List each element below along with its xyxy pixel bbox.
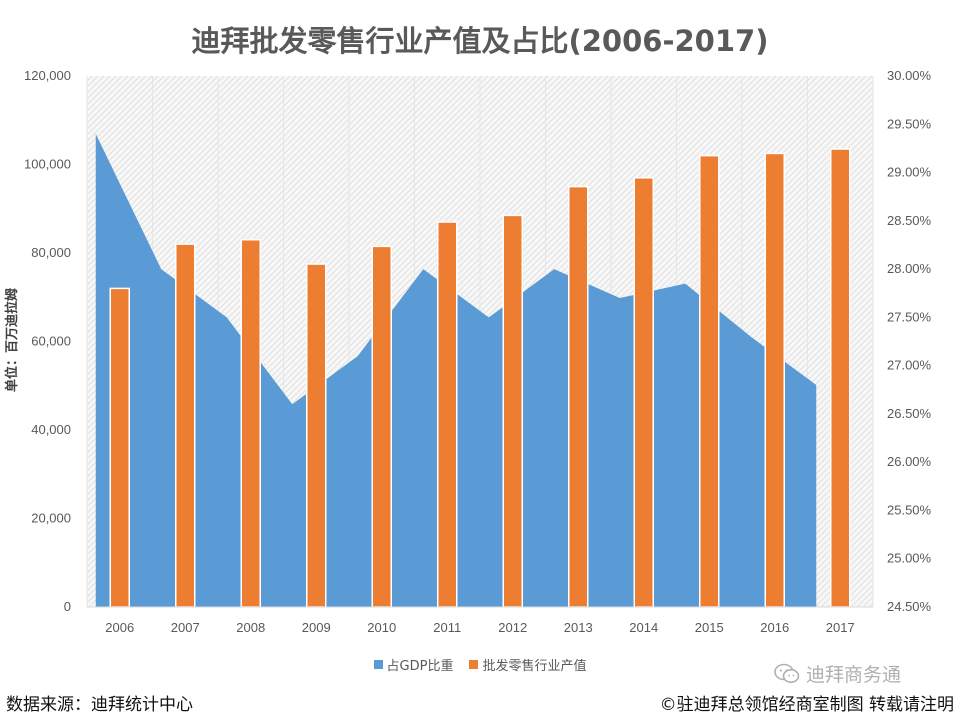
right-tick-label: 25.00% bbox=[887, 551, 932, 566]
chart-title: 迪拜批发零售行业产值及占比(2006-2017) bbox=[191, 24, 769, 58]
x-tick-label: 2012 bbox=[498, 620, 527, 635]
x-tick-label: 2014 bbox=[629, 620, 658, 635]
legend-swatch-gdp-share bbox=[373, 660, 383, 669]
bar-2016 bbox=[764, 152, 785, 608]
watermark: 迪拜商务通 bbox=[774, 660, 901, 687]
left-tick-label: 100,000 bbox=[24, 157, 71, 172]
x-tick-label: 2017 bbox=[826, 620, 855, 635]
right-tick-label: 27.00% bbox=[887, 358, 932, 373]
watermark-text: 迪拜商务通 bbox=[806, 664, 902, 686]
right-tick-label: 28.00% bbox=[887, 261, 932, 276]
right-tick-label: 30.00% bbox=[887, 68, 932, 83]
left-tick-label: 40,000 bbox=[31, 422, 71, 437]
legend-label-gdp-share: 占GDP比重 bbox=[386, 659, 454, 674]
legend-swatch-output bbox=[469, 660, 479, 669]
left-tick-label: 60,000 bbox=[31, 334, 71, 349]
x-tick-label: 2013 bbox=[564, 620, 593, 635]
right-tick-label: 29.00% bbox=[887, 165, 932, 180]
wechat-icon bbox=[774, 663, 800, 683]
left-tick-label: 0 bbox=[64, 599, 71, 614]
x-tick-label: 2015 bbox=[695, 620, 724, 635]
right-tick-label: 29.50% bbox=[887, 116, 932, 131]
bar-2008 bbox=[240, 238, 261, 608]
x-tick-label: 2008 bbox=[236, 620, 265, 635]
legend-item-gdp-share: 占GDP比重 bbox=[373, 655, 454, 674]
bar-2017 bbox=[830, 148, 851, 608]
copyright-note: ©驻迪拜总领馆经商室制图 转载请注明 bbox=[659, 695, 954, 715]
data-source: 数据来源：迪拜统计中心 bbox=[6, 695, 193, 715]
x-tick-label: 2011 bbox=[433, 620, 461, 635]
y-axis-label: 单位：百万迪拉姆 bbox=[4, 288, 20, 392]
right-tick-label: 26.50% bbox=[887, 406, 932, 421]
right-tick-label: 26.00% bbox=[887, 454, 932, 469]
x-tick-label: 2009 bbox=[302, 620, 331, 635]
right-tick-label: 25.50% bbox=[887, 502, 932, 517]
x-tick-label: 2007 bbox=[171, 620, 200, 635]
left-tick-label: 80,000 bbox=[31, 245, 71, 260]
bar-2011 bbox=[437, 221, 458, 608]
bar-2014 bbox=[633, 177, 654, 608]
right-tick-label: 27.50% bbox=[887, 309, 932, 324]
right-tick-label: 28.50% bbox=[887, 213, 932, 228]
x-tick-label: 2016 bbox=[760, 620, 789, 635]
bar-2007 bbox=[175, 243, 196, 608]
left-tick-label: 120,000 bbox=[24, 68, 71, 83]
left-tick-label: 20,000 bbox=[31, 511, 71, 526]
right-tick-label: 24.50% bbox=[887, 599, 932, 614]
legend: 占GDP比重 批发零售行业产值 bbox=[0, 655, 960, 674]
bar-2012 bbox=[502, 214, 523, 608]
bar-2006 bbox=[109, 287, 130, 608]
x-tick-label: 2010 bbox=[367, 620, 396, 635]
bar-2009 bbox=[306, 263, 327, 608]
bar-2010 bbox=[371, 245, 392, 608]
bar-2013 bbox=[568, 185, 589, 608]
legend-label-output: 批发零售行业产值 bbox=[482, 659, 587, 674]
bar-2015 bbox=[699, 154, 720, 608]
legend-item-output: 批发零售行业产值 bbox=[469, 655, 586, 674]
x-tick-label: 2006 bbox=[105, 620, 134, 635]
